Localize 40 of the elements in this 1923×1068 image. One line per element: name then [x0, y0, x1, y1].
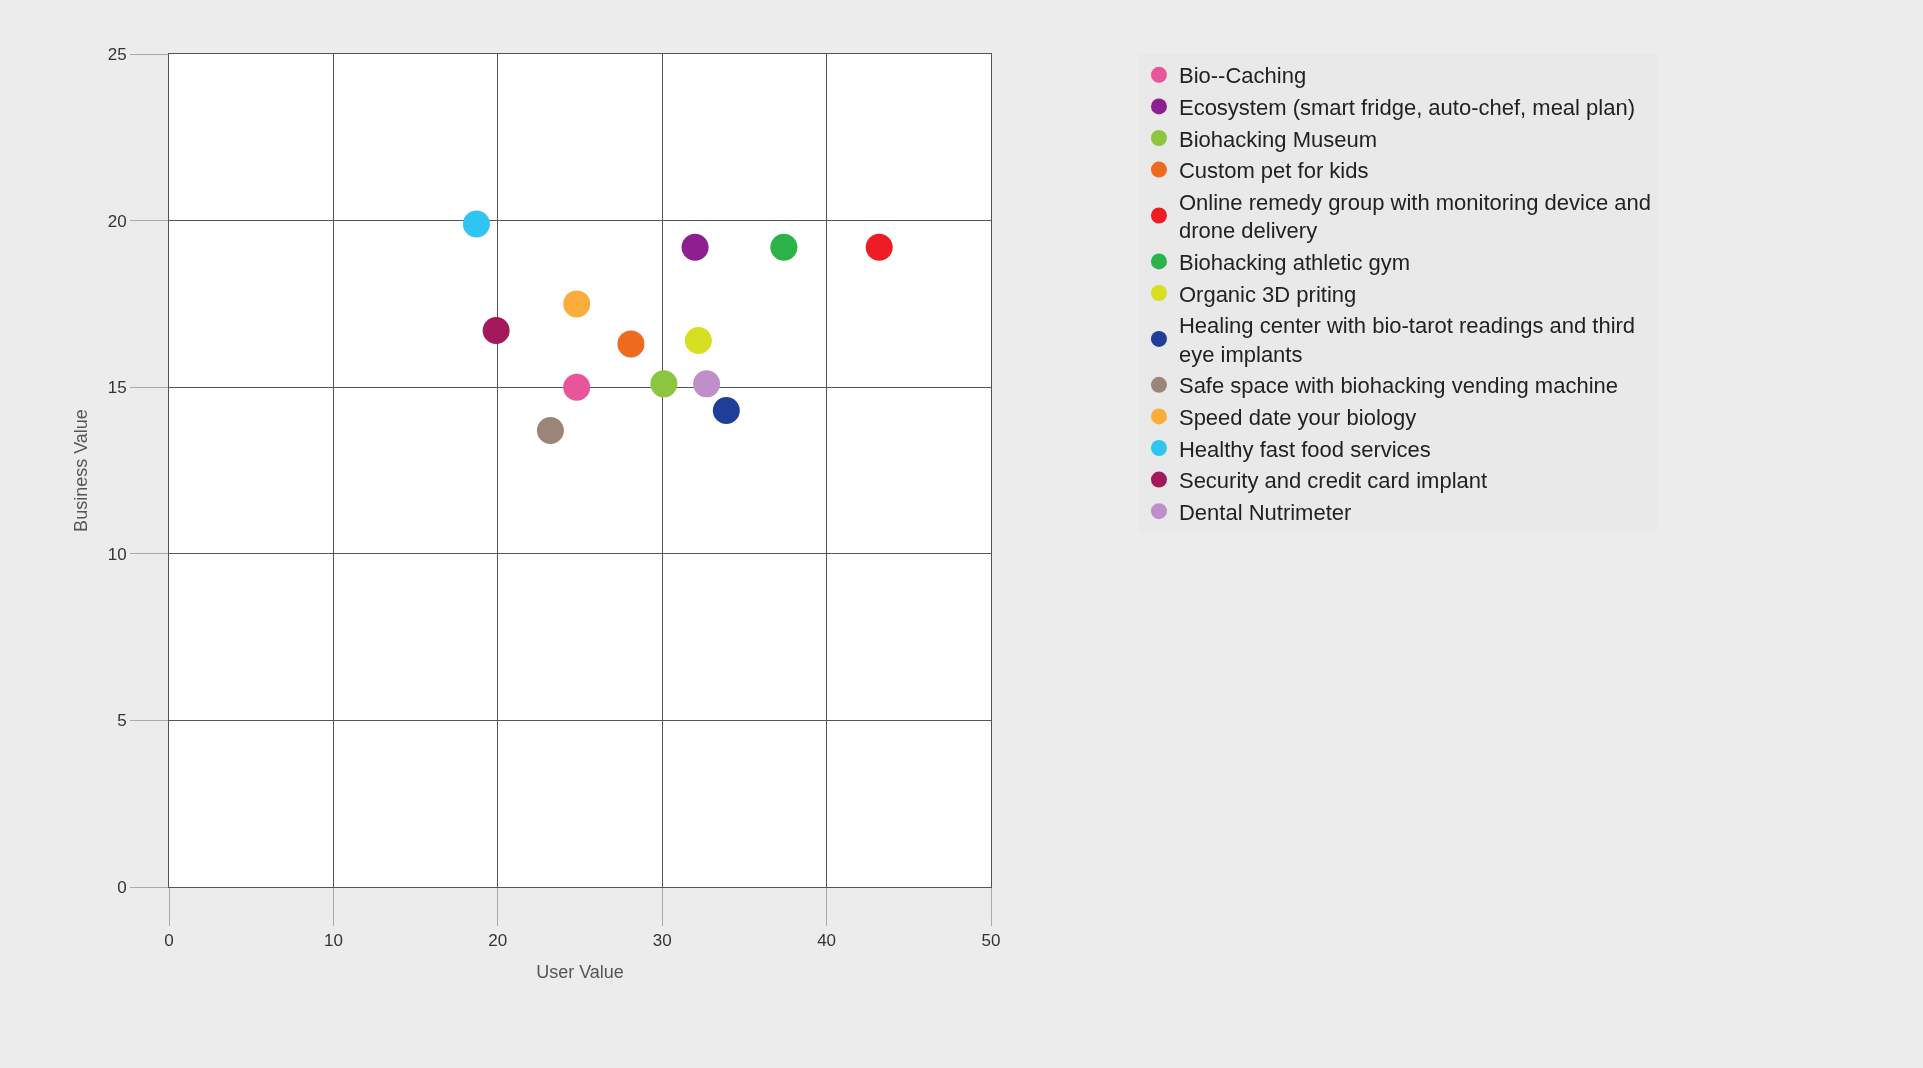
- point: [462, 210, 490, 238]
- x-tick-label: 0: [164, 931, 174, 951]
- legend-label: Ecosystem (smart fridge, auto-chef, meal plan): [1178, 94, 1636, 120]
- legend-label: Custom pet for kids: [1178, 158, 1369, 184]
- legend-label: Speed date your biology: [1178, 404, 1417, 430]
- x-axis-title: User Value: [536, 961, 624, 982]
- legend-label: Online remedy group with monitoring device and drone delivery: [1178, 189, 1652, 244]
- point: [684, 327, 712, 355]
- y-tick-label: 25: [107, 44, 127, 64]
- point: [650, 370, 678, 398]
- x-tick-label: 40: [817, 931, 837, 951]
- legend-label: Organic 3D priting: [1178, 281, 1357, 307]
- legend-label: Biohacking athletic gym: [1178, 249, 1411, 275]
- y-tick-label: 10: [107, 544, 127, 564]
- legend-label: Security and credit card implant: [1178, 468, 1488, 494]
- y-tick-label: 20: [107, 211, 127, 231]
- point: [563, 290, 591, 318]
- x-tick-label: 10: [323, 931, 343, 951]
- y-tick-label: 15: [107, 378, 127, 398]
- legend-label: Healthy fast food services: [1178, 436, 1431, 462]
- legend-label: Safe space with biohacking vending machine: [1178, 373, 1619, 399]
- point: [693, 370, 721, 398]
- point: [563, 373, 591, 401]
- point: [617, 330, 645, 358]
- point: [865, 233, 893, 261]
- point: [712, 397, 740, 425]
- point: [536, 417, 564, 445]
- point: [770, 233, 798, 261]
- legend-label: Healing center with bio-tarot readings and third eye implants: [1178, 313, 1636, 367]
- y-axis-title: Business Value: [70, 409, 91, 532]
- x-tick-label: 50: [981, 931, 1001, 951]
- legend-label: Bio--Caching: [1178, 63, 1307, 89]
- y-tick-label: 5: [117, 711, 127, 731]
- point: [482, 317, 510, 345]
- x-tick-label: 20: [488, 931, 508, 951]
- point: [681, 233, 709, 261]
- y-tick-label: 0: [117, 877, 127, 897]
- legend-label: Dental Nutrimeter: [1178, 499, 1352, 525]
- legend-label: Biohacking Museum: [1178, 126, 1378, 152]
- x-tick-label: 30: [652, 931, 672, 951]
